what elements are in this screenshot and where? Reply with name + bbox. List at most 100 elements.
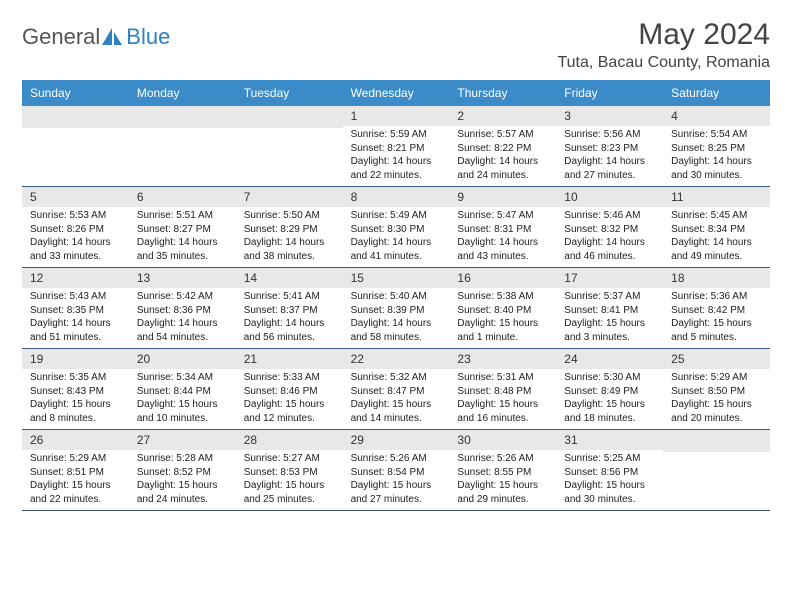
- day-header-cell: Sunday: [22, 80, 129, 106]
- logo-text-2: Blue: [126, 24, 170, 50]
- day-info: Sunrise: 5:56 AMSunset: 8:23 PMDaylight:…: [556, 126, 663, 186]
- date-number: 28: [236, 430, 343, 450]
- day-cell: 16Sunrise: 5:38 AMSunset: 8:40 PMDayligh…: [449, 268, 556, 348]
- day-info: Sunrise: 5:50 AMSunset: 8:29 PMDaylight:…: [236, 207, 343, 267]
- day-cell: 29Sunrise: 5:26 AMSunset: 8:54 PMDayligh…: [343, 430, 450, 510]
- day-cell: 20Sunrise: 5:34 AMSunset: 8:44 PMDayligh…: [129, 349, 236, 429]
- day-cell: 22Sunrise: 5:32 AMSunset: 8:47 PMDayligh…: [343, 349, 450, 429]
- day-cell: 18Sunrise: 5:36 AMSunset: 8:42 PMDayligh…: [663, 268, 770, 348]
- day-cell: 28Sunrise: 5:27 AMSunset: 8:53 PMDayligh…: [236, 430, 343, 510]
- date-number: 1: [343, 106, 450, 126]
- empty-date: [236, 106, 343, 128]
- day-info: Sunrise: 5:46 AMSunset: 8:32 PMDaylight:…: [556, 207, 663, 267]
- day-header-cell: Wednesday: [343, 80, 450, 106]
- day-info: Sunrise: 5:29 AMSunset: 8:51 PMDaylight:…: [22, 450, 129, 510]
- day-cell: 25Sunrise: 5:29 AMSunset: 8:50 PMDayligh…: [663, 349, 770, 429]
- logo-sail-icon: [102, 28, 124, 46]
- date-number: 14: [236, 268, 343, 288]
- day-info: Sunrise: 5:41 AMSunset: 8:37 PMDaylight:…: [236, 288, 343, 348]
- logo-text-1: General: [22, 24, 100, 50]
- day-header-cell: Tuesday: [236, 80, 343, 106]
- day-header-row: SundayMondayTuesdayWednesdayThursdayFrid…: [22, 80, 770, 106]
- date-number: 25: [663, 349, 770, 369]
- date-number: 8: [343, 187, 450, 207]
- day-cell: 24Sunrise: 5:30 AMSunset: 8:49 PMDayligh…: [556, 349, 663, 429]
- day-info: Sunrise: 5:35 AMSunset: 8:43 PMDaylight:…: [22, 369, 129, 429]
- day-info: Sunrise: 5:31 AMSunset: 8:48 PMDaylight:…: [449, 369, 556, 429]
- day-info: Sunrise: 5:30 AMSunset: 8:49 PMDaylight:…: [556, 369, 663, 429]
- day-header-cell: Saturday: [663, 80, 770, 106]
- date-number: 27: [129, 430, 236, 450]
- header-row: General Blue May 2024 Tuta, Bacau County…: [22, 18, 770, 72]
- day-cell: 15Sunrise: 5:40 AMSunset: 8:39 PMDayligh…: [343, 268, 450, 348]
- day-info: Sunrise: 5:25 AMSunset: 8:56 PMDaylight:…: [556, 450, 663, 510]
- day-info: Sunrise: 5:26 AMSunset: 8:54 PMDaylight:…: [343, 450, 450, 510]
- day-info: Sunrise: 5:29 AMSunset: 8:50 PMDaylight:…: [663, 369, 770, 429]
- day-cell: 5Sunrise: 5:53 AMSunset: 8:26 PMDaylight…: [22, 187, 129, 267]
- day-cell: 4Sunrise: 5:54 AMSunset: 8:25 PMDaylight…: [663, 106, 770, 186]
- day-cell: 31Sunrise: 5:25 AMSunset: 8:56 PMDayligh…: [556, 430, 663, 510]
- date-number: 21: [236, 349, 343, 369]
- day-cell: [236, 106, 343, 186]
- date-number: 22: [343, 349, 450, 369]
- day-cell: 6Sunrise: 5:51 AMSunset: 8:27 PMDaylight…: [129, 187, 236, 267]
- day-info: Sunrise: 5:49 AMSunset: 8:30 PMDaylight:…: [343, 207, 450, 267]
- weeks-container: 1Sunrise: 5:59 AMSunset: 8:21 PMDaylight…: [22, 106, 770, 511]
- date-number: 30: [449, 430, 556, 450]
- day-cell: 30Sunrise: 5:26 AMSunset: 8:55 PMDayligh…: [449, 430, 556, 510]
- day-info: Sunrise: 5:33 AMSunset: 8:46 PMDaylight:…: [236, 369, 343, 429]
- day-info: Sunrise: 5:34 AMSunset: 8:44 PMDaylight:…: [129, 369, 236, 429]
- day-info: Sunrise: 5:59 AMSunset: 8:21 PMDaylight:…: [343, 126, 450, 186]
- date-number: 18: [663, 268, 770, 288]
- day-info: Sunrise: 5:27 AMSunset: 8:53 PMDaylight:…: [236, 450, 343, 510]
- day-info: Sunrise: 5:36 AMSunset: 8:42 PMDaylight:…: [663, 288, 770, 348]
- logo: General Blue: [22, 18, 170, 50]
- empty-date: [22, 106, 129, 128]
- date-number: 16: [449, 268, 556, 288]
- day-header-cell: Friday: [556, 80, 663, 106]
- day-cell: 12Sunrise: 5:43 AMSunset: 8:35 PMDayligh…: [22, 268, 129, 348]
- date-number: 3: [556, 106, 663, 126]
- day-info: Sunrise: 5:47 AMSunset: 8:31 PMDaylight:…: [449, 207, 556, 267]
- day-info: Sunrise: 5:40 AMSunset: 8:39 PMDaylight:…: [343, 288, 450, 348]
- day-cell: 2Sunrise: 5:57 AMSunset: 8:22 PMDaylight…: [449, 106, 556, 186]
- date-number: 31: [556, 430, 663, 450]
- empty-date: [663, 430, 770, 452]
- day-cell: 13Sunrise: 5:42 AMSunset: 8:36 PMDayligh…: [129, 268, 236, 348]
- date-number: 5: [22, 187, 129, 207]
- week-row: 5Sunrise: 5:53 AMSunset: 8:26 PMDaylight…: [22, 187, 770, 268]
- date-number: 9: [449, 187, 556, 207]
- date-number: 13: [129, 268, 236, 288]
- day-info: Sunrise: 5:26 AMSunset: 8:55 PMDaylight:…: [449, 450, 556, 510]
- day-info: Sunrise: 5:43 AMSunset: 8:35 PMDaylight:…: [22, 288, 129, 348]
- day-cell: 9Sunrise: 5:47 AMSunset: 8:31 PMDaylight…: [449, 187, 556, 267]
- day-cell: [129, 106, 236, 186]
- date-number: 19: [22, 349, 129, 369]
- day-cell: 17Sunrise: 5:37 AMSunset: 8:41 PMDayligh…: [556, 268, 663, 348]
- title-block: May 2024 Tuta, Bacau County, Romania: [557, 18, 770, 72]
- day-cell: 7Sunrise: 5:50 AMSunset: 8:29 PMDaylight…: [236, 187, 343, 267]
- day-header-cell: Monday: [129, 80, 236, 106]
- day-cell: 8Sunrise: 5:49 AMSunset: 8:30 PMDaylight…: [343, 187, 450, 267]
- week-row: 1Sunrise: 5:59 AMSunset: 8:21 PMDaylight…: [22, 106, 770, 187]
- date-number: 26: [22, 430, 129, 450]
- day-cell: [663, 430, 770, 510]
- calendar-container: General Blue May 2024 Tuta, Bacau County…: [0, 0, 792, 521]
- date-number: 17: [556, 268, 663, 288]
- day-info: Sunrise: 5:45 AMSunset: 8:34 PMDaylight:…: [663, 207, 770, 267]
- date-number: 20: [129, 349, 236, 369]
- day-cell: 14Sunrise: 5:41 AMSunset: 8:37 PMDayligh…: [236, 268, 343, 348]
- date-number: 10: [556, 187, 663, 207]
- day-cell: 21Sunrise: 5:33 AMSunset: 8:46 PMDayligh…: [236, 349, 343, 429]
- date-number: 12: [22, 268, 129, 288]
- week-row: 12Sunrise: 5:43 AMSunset: 8:35 PMDayligh…: [22, 268, 770, 349]
- day-cell: 27Sunrise: 5:28 AMSunset: 8:52 PMDayligh…: [129, 430, 236, 510]
- day-info: Sunrise: 5:54 AMSunset: 8:25 PMDaylight:…: [663, 126, 770, 186]
- day-info: Sunrise: 5:37 AMSunset: 8:41 PMDaylight:…: [556, 288, 663, 348]
- date-number: 7: [236, 187, 343, 207]
- day-cell: 1Sunrise: 5:59 AMSunset: 8:21 PMDaylight…: [343, 106, 450, 186]
- date-number: 24: [556, 349, 663, 369]
- week-row: 19Sunrise: 5:35 AMSunset: 8:43 PMDayligh…: [22, 349, 770, 430]
- month-title: May 2024: [557, 18, 770, 52]
- day-info: Sunrise: 5:53 AMSunset: 8:26 PMDaylight:…: [22, 207, 129, 267]
